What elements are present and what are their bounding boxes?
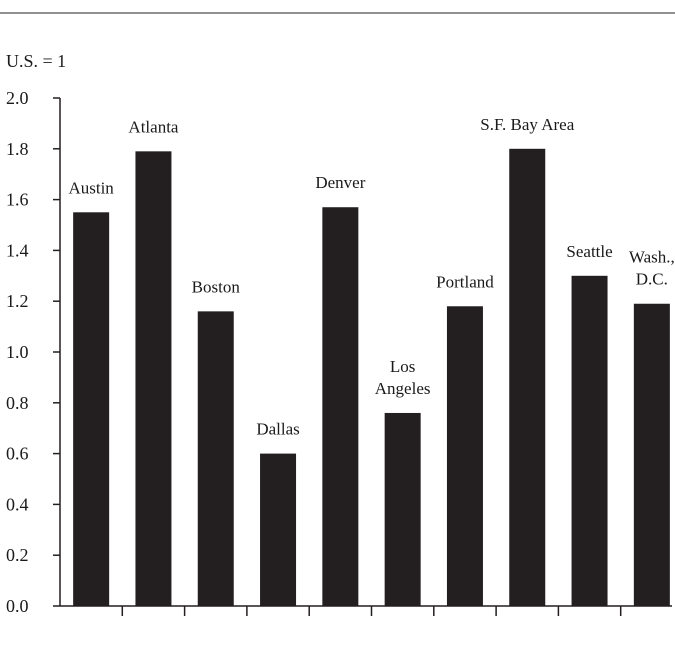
bar [135, 151, 172, 606]
y-tick-label: 1.0 [6, 342, 29, 362]
bar-label: S.F. Bay Area [480, 115, 574, 134]
bar-label: Angeles [375, 379, 431, 398]
bar-label: Atlanta [128, 117, 178, 136]
y-tick-label: 1.2 [6, 291, 29, 311]
unit-label: U.S. = 1 [6, 51, 66, 71]
bar [73, 212, 110, 607]
bar-label: Boston [192, 277, 241, 296]
y-tick-label: 1.4 [6, 240, 29, 260]
y-tick-label: 0.0 [6, 596, 29, 616]
y-axis-ticks: 0.0 0.2 0.4 0.6 0.8 1.0 1.2 1.4 1.6 1.8 2.0 [6, 88, 60, 616]
bar [322, 207, 359, 606]
bar [509, 148, 546, 607]
bar [446, 306, 483, 606]
y-tick-label: 2.0 [6, 88, 29, 108]
bar-label: Denver [315, 173, 365, 192]
y-tick-label: 1.8 [6, 139, 29, 159]
y-tick-label: 0.2 [6, 545, 29, 565]
bar-label: Dallas [256, 420, 299, 439]
bars [73, 148, 670, 607]
bar-labels: Austin Atlanta Boston Dallas Denver Los Angele… [68, 115, 674, 439]
y-tick-label: 1.6 [6, 190, 29, 210]
bar [571, 275, 608, 606]
bar-label: Seattle [566, 242, 612, 261]
bar [384, 412, 421, 606]
bar-label: Portland [436, 272, 494, 291]
bar [633, 303, 670, 606]
bar-label: Los [390, 357, 416, 376]
y-tick-label: 0.6 [6, 444, 29, 464]
bar [260, 453, 297, 606]
bar [197, 311, 234, 606]
y-tick-label: 0.4 [6, 494, 29, 514]
x-axis-ticks [121, 606, 622, 616]
bar-label: Wash., [629, 248, 675, 267]
y-tick-label: 0.8 [6, 393, 29, 413]
bar-label: D.C. [636, 270, 668, 289]
bar-label: Austin [68, 178, 114, 197]
